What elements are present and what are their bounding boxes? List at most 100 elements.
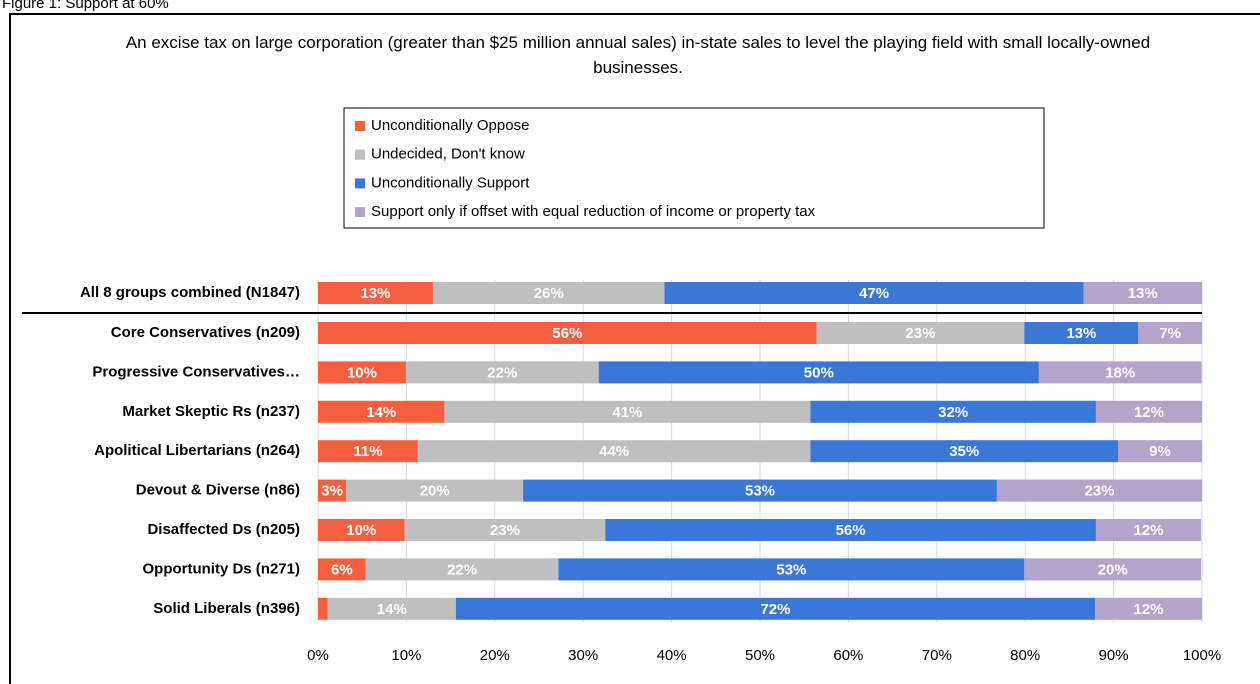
value-label: 22% — [487, 364, 517, 381]
chart-frame — [9, 13, 1260, 684]
bar-segment — [318, 479, 347, 502]
value-label: 13% — [1128, 285, 1158, 302]
bar-segment — [816, 322, 1025, 344]
value-label: 12% — [1134, 601, 1164, 618]
legend-swatch — [355, 178, 365, 189]
value-label: 23% — [1084, 483, 1114, 500]
value-label: 12% — [1134, 404, 1164, 421]
value-label: 26% — [534, 285, 564, 302]
value-label: 7% — [1159, 325, 1181, 342]
bar-segment — [455, 597, 1096, 620]
bar-segment — [405, 361, 599, 384]
bar-segment — [318, 400, 445, 423]
legend-swatch — [355, 207, 365, 218]
bar-segment — [432, 282, 665, 304]
value-label: 56% — [552, 325, 582, 342]
y-tick-label: Solid Liberals (n396) — [153, 600, 300, 617]
bar-segment — [1024, 558, 1202, 581]
value-label: 23% — [490, 522, 520, 539]
bar-segment — [1095, 400, 1202, 423]
y-tick-label: Core Conservatives (n209) — [111, 324, 300, 341]
y-tick-label: All 8 groups combined (N1847) — [80, 284, 300, 301]
bar-segment — [1138, 322, 1202, 344]
value-label: 10% — [346, 522, 376, 539]
bar-segment — [318, 558, 366, 581]
x-tick-label: 50% — [745, 647, 775, 664]
y-tick-label: Market Skeptic Rs (n237) — [122, 403, 300, 420]
legend-label: Undecided, Don't know — [371, 146, 525, 163]
bar-segment — [1083, 282, 1202, 304]
value-label: 23% — [905, 325, 935, 342]
bar-segment — [318, 322, 817, 344]
value-label: 14% — [377, 601, 407, 618]
bar-segment — [1038, 361, 1202, 384]
bar-segment — [327, 597, 456, 620]
y-tick-label: Progressive Conservatives… — [92, 363, 300, 380]
value-label: 20% — [420, 483, 450, 500]
bar-segment — [810, 440, 1119, 463]
value-label: 11% — [353, 443, 382, 460]
x-tick-label: 40% — [657, 647, 687, 664]
value-label: 32% — [938, 404, 968, 421]
x-tick-label: 80% — [1010, 647, 1040, 664]
x-tick-label: 30% — [568, 647, 598, 664]
value-label: 6% — [331, 561, 353, 578]
legend-swatch — [355, 149, 365, 160]
bar-segment — [365, 558, 559, 581]
bar-segment — [605, 519, 1096, 541]
bar-segment — [1118, 440, 1202, 463]
x-tick-label: 100% — [1183, 647, 1221, 664]
value-label: 10% — [347, 364, 377, 381]
value-label: 13% — [1066, 325, 1096, 342]
x-tick-label: 20% — [480, 647, 510, 664]
bar-segment — [404, 519, 606, 541]
value-label: 53% — [745, 483, 775, 500]
value-label: 13% — [360, 285, 390, 302]
legend-swatch — [355, 121, 365, 131]
bar-segment — [996, 479, 1202, 502]
bar-segment — [318, 361, 406, 384]
legend-label: Unconditionally Oppose — [371, 117, 529, 134]
value-label: 20% — [1098, 561, 1128, 578]
legend-label: Support only if offset with equal reduct… — [371, 203, 816, 220]
bar-segment — [417, 440, 811, 463]
x-tick-label: 70% — [922, 647, 952, 664]
bar-segment — [558, 558, 1025, 581]
x-tick-label: 60% — [833, 647, 863, 664]
value-label: 72% — [760, 601, 790, 618]
bar-segment — [318, 282, 433, 304]
value-label: 12% — [1134, 522, 1164, 539]
bar-segment — [318, 519, 405, 541]
bar-segment — [346, 479, 524, 502]
bar-segment — [523, 479, 997, 502]
value-label: 35% — [949, 443, 979, 460]
y-tick-label: Disaffected Ds (n205) — [147, 521, 300, 538]
chart-title: An excise tax on large corporation (grea… — [125, 33, 1151, 77]
value-label: 41% — [612, 404, 642, 421]
x-tick-label: 0% — [307, 647, 329, 664]
x-tick-label: 10% — [391, 647, 421, 664]
figure-label: Figure 1: Support at 60% — [2, 0, 169, 12]
y-tick-label: Opportunity Ds (n271) — [142, 560, 300, 577]
bar-segment — [1024, 322, 1139, 344]
value-label: 53% — [776, 561, 806, 578]
y-tick-label: Apolitical Libertarians (n264) — [94, 442, 300, 459]
bar-segment — [598, 361, 1039, 384]
value-label: 9% — [1149, 443, 1171, 460]
y-tick-label: Devout & Diverse (n86) — [136, 482, 300, 499]
legend-box — [343, 107, 1045, 229]
value-label: 50% — [804, 364, 834, 381]
value-label: 3% — [321, 483, 343, 500]
bar-segment — [1095, 597, 1202, 620]
value-label: 44% — [599, 443, 629, 460]
bar-segment — [664, 282, 1084, 304]
bar-segment — [810, 400, 1096, 423]
bar-segment — [318, 597, 328, 620]
bar-segment — [318, 440, 418, 463]
value-label: 18% — [1105, 364, 1135, 381]
value-label: 47% — [859, 285, 889, 302]
value-label: 22% — [447, 561, 477, 578]
value-label: 14% — [366, 404, 396, 421]
legend-label: Unconditionally Support — [371, 174, 530, 191]
